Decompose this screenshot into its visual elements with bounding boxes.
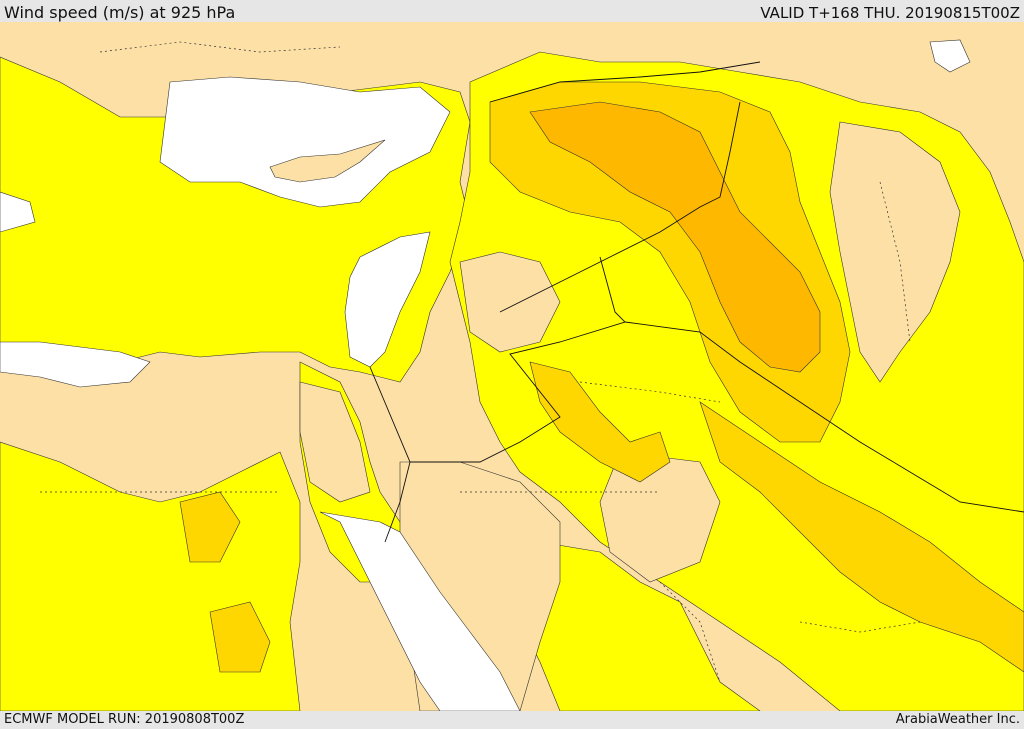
country-borders <box>369 61 1024 543</box>
water-mediterranean-east <box>344 231 431 368</box>
wind-speed-map <box>0 22 1024 711</box>
calm-patch-sinai <box>299 381 371 503</box>
water-mediterranean-north <box>159 76 451 208</box>
wind-band-mid-egypt <box>179 491 241 563</box>
credit-label: ArabiaWeather Inc. <box>895 712 1020 727</box>
water-mediterranean-south <box>0 341 151 388</box>
map-canvas <box>0 22 1024 711</box>
wind-band-mid-syria-desert <box>529 361 671 483</box>
water-lake <box>929 39 971 73</box>
valid-time-label: VALID T+168 THU. 20190815T00Z <box>760 4 1020 22</box>
map-title: Wind speed (m/s) at 925 hPa <box>4 3 236 22</box>
footer-bar: ECMWF MODEL RUN: 20190808T00Z ArabiaWeat… <box>0 711 1024 729</box>
wind-band-mid-egypt-south <box>209 601 271 673</box>
model-run-label: ECMWF MODEL RUN: 20190808T00Z <box>4 712 245 727</box>
wind-band-mid-gulf <box>699 401 1024 673</box>
calm-patch-central <box>599 451 721 583</box>
title-bar: Wind speed (m/s) at 925 hPa VALID T+168 … <box>0 0 1024 22</box>
regional-borders <box>40 41 921 683</box>
water-aegean <box>0 191 36 233</box>
water-red-sea <box>319 511 521 711</box>
island-cyprus <box>269 139 386 183</box>
calm-patch-levant <box>459 251 561 353</box>
calm-patch-north <box>829 121 961 383</box>
wind-band-high-core <box>529 101 821 373</box>
